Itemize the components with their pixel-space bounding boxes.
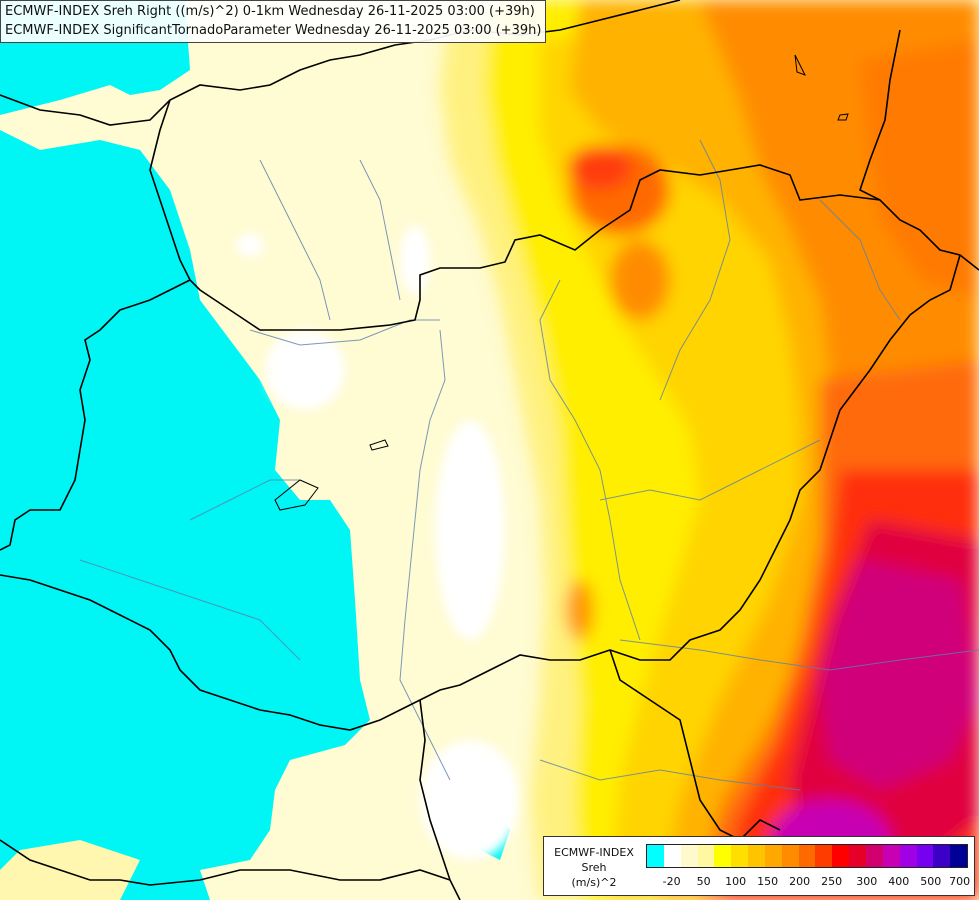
legend-tick-label: -20 xyxy=(662,875,681,888)
legend-tick-label: 300 xyxy=(856,875,878,888)
title-line-2: ECMWF-INDEX SignificantTornadoParameter … xyxy=(5,23,542,38)
legend-unit: (m/s)^2 xyxy=(571,876,617,889)
legend-tick-label: 50 xyxy=(696,875,711,888)
lakes xyxy=(274,54,849,511)
rivers xyxy=(79,139,979,791)
legend-swatch xyxy=(748,845,765,867)
legend-model: ECMWF-INDEX xyxy=(554,846,634,859)
warm-field xyxy=(440,0,979,900)
legend-swatch xyxy=(731,845,749,867)
title-line-1: ECMWF-INDEX Sreh Right ((m/s)^2) 0-1km W… xyxy=(5,4,535,19)
legend-swatch xyxy=(647,845,664,867)
legend-swatch xyxy=(865,845,883,867)
color-legend: ECMWF-INDEX Sreh (m/s)^2 -20 50 100 150 200 2… xyxy=(543,836,975,896)
legend-swatch xyxy=(697,845,715,867)
legend-tick-label: 100 xyxy=(725,875,747,888)
legend-labels: ECMWF-INDEX Sreh (m/s)^2 xyxy=(548,845,640,890)
legend-swatch xyxy=(882,845,900,867)
legend-ticks: -20 50 100 150 200 250 300 400 500 700 xyxy=(646,875,970,891)
legend-tick-label: 250 xyxy=(821,875,843,888)
legend-swatch xyxy=(798,845,816,867)
legend-swatch xyxy=(916,845,934,867)
legend-color-scale xyxy=(646,844,968,868)
legend-swatch xyxy=(849,845,866,867)
legend-swatch xyxy=(680,845,698,867)
legend-swatch xyxy=(764,845,782,867)
legend-tick-label: 700 xyxy=(949,875,971,888)
legend-swatch xyxy=(663,845,681,867)
legend-swatch xyxy=(899,845,917,867)
legend-tick-label: 400 xyxy=(888,875,910,888)
legend-variable: Sreh xyxy=(581,861,607,874)
legend-swatch xyxy=(714,845,732,867)
legend-swatch xyxy=(950,845,968,867)
legend-swatch xyxy=(832,845,850,867)
map-title: ECMWF-INDEX Sreh Right ((m/s)^2) 0-1km W… xyxy=(0,0,547,43)
legend-swatch xyxy=(815,845,833,867)
legend-tick-label: 150 xyxy=(757,875,779,888)
legend-swatch xyxy=(933,845,951,867)
legend-tick-label: 500 xyxy=(920,875,942,888)
legend-swatch xyxy=(781,845,799,867)
legend-tick-label: 200 xyxy=(789,875,811,888)
